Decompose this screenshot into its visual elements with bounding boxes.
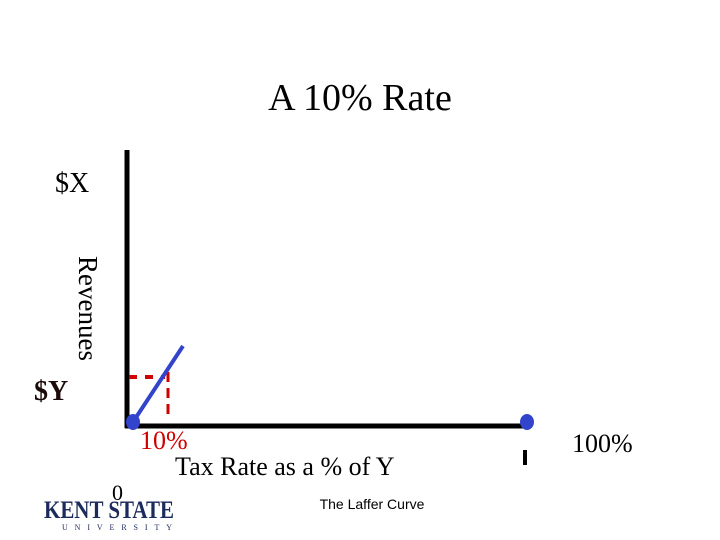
origin-point [126, 414, 140, 430]
footer: The Laffer Curve [320, 496, 425, 512]
y-axis-title: Revenues [73, 256, 103, 361]
rate-label: 10% [140, 426, 188, 455]
full-rate-point [520, 414, 534, 430]
logo-name: KENT STATE [44, 497, 174, 524]
y-top-label: $X [55, 168, 89, 199]
slide-title: A 10% Rate [268, 77, 452, 119]
x-end-label: 100% [572, 429, 633, 458]
y-bottom-label: $Y [34, 376, 68, 407]
x-axis-title: Tax Rate as a % of Y [175, 452, 395, 481]
x-origin-label: 0 [112, 480, 123, 505]
laffer-curve-segment [131, 344, 185, 424]
